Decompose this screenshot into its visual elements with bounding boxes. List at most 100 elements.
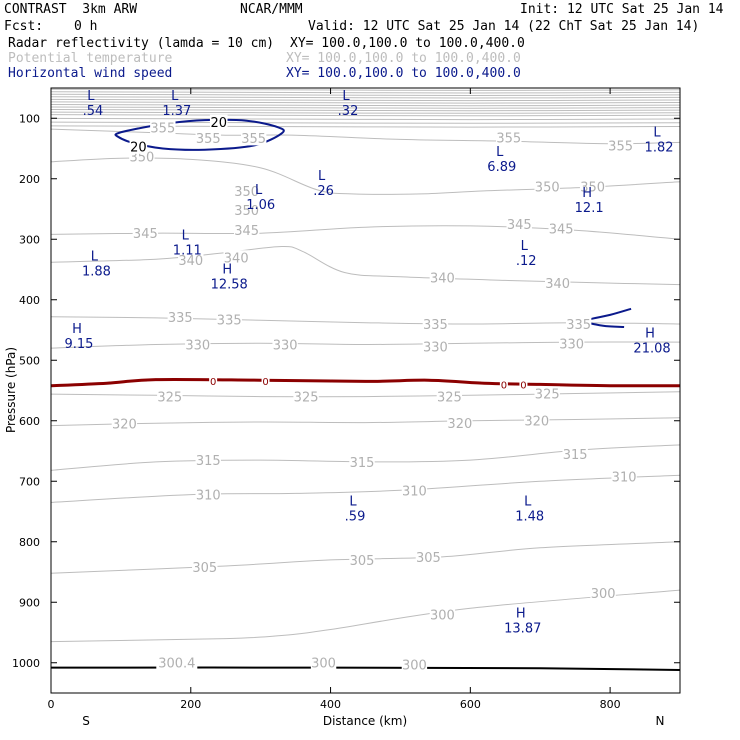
theta-contour-330 <box>51 341 680 349</box>
theta-contour-label-bg <box>233 203 260 218</box>
reflectivity-contour-label: 0 <box>520 380 526 391</box>
theta-contour-label: 330 <box>185 338 210 353</box>
theta-contour-label: 325 <box>157 390 182 405</box>
theta-contour-label: 355 <box>196 132 221 147</box>
wind-contour-label-bg <box>129 139 148 154</box>
extremum-value: 1.06 <box>246 198 275 213</box>
theta-contour-300 <box>51 589 680 643</box>
theta-contour-label: 340 <box>224 251 249 266</box>
theta-contour-label: 330 <box>423 340 448 355</box>
theta-contour-label-bg <box>422 316 449 332</box>
theta-contour-label: 325 <box>437 390 462 405</box>
theta-contour-upper <box>51 117 680 121</box>
y-tick-label: 500 <box>19 354 40 367</box>
init-time: Init: 12 UTC Sat 25 Jan 14 <box>520 2 724 17</box>
extremum-high-marker: H <box>72 322 82 337</box>
theta-contour-label: 345 <box>234 224 259 239</box>
theta-contour-label-bg <box>233 223 260 238</box>
theta-contour-label: 305 <box>416 551 441 566</box>
theta-contour-upper <box>51 121 680 124</box>
theta-contour-label-bg <box>401 483 428 498</box>
theta-contour-label-bg <box>590 586 616 601</box>
x-tick-label: 400 <box>320 698 341 711</box>
reflectivity-contour-label: 0 <box>501 380 507 391</box>
theta-contour-label: 320 <box>524 415 549 430</box>
theta-contour-label-bg <box>496 130 522 145</box>
theta-contour-label: 350 <box>234 185 259 200</box>
theta-contour-label: 320 <box>112 418 137 433</box>
theta-contour-label: 330 <box>273 338 298 353</box>
extremum-value: 1.88 <box>82 264 111 279</box>
contour-labels: 350 355 355 355 350 350 355 355 350 350 345 345 345 3… <box>111 114 637 674</box>
forecast-hours: 0 h <box>74 19 98 34</box>
theta-contour-label-bg <box>349 454 375 470</box>
theta-contour-label: 310 <box>196 489 221 504</box>
theta-contour-label: 350 <box>234 204 259 219</box>
theta-contour-upper <box>51 111 680 114</box>
wind-contour-label: 20 <box>210 116 227 131</box>
theta-contour-label-bg <box>240 131 267 146</box>
theta-contour-label-bg <box>415 549 442 565</box>
theta-contour-label: 305 <box>350 554 375 569</box>
extremum-low-marker: L <box>524 494 532 509</box>
y-tick-label: 800 <box>19 536 40 549</box>
theta-contour-label: 355 <box>241 132 266 147</box>
theta-contour-label: 350 <box>129 150 154 165</box>
extremum-high-marker: H <box>582 186 592 201</box>
field-xy-theta: XY= 100.0,100.0 to 100.0,400.0 <box>286 51 521 66</box>
extremum-value: .32 <box>338 104 359 119</box>
theta-contour-label: 350 <box>580 181 605 196</box>
extremum-low-marker: L <box>182 228 190 243</box>
theta-contour-label-bg <box>223 250 249 265</box>
extremum-low-marker: L <box>653 125 661 140</box>
theta-contour-label-bg <box>436 389 463 404</box>
reflectivity-contour-label: 0 <box>210 377 216 388</box>
theta-contour-label: 340 <box>430 271 455 286</box>
model-title: CONTRAST 3km ARW <box>4 2 138 17</box>
extremum-value: 6.89 <box>487 160 516 175</box>
extremum-low-marker: L <box>349 494 357 509</box>
theta-contour-label-bg <box>349 552 375 568</box>
plot-frame <box>50 87 681 694</box>
theta-contour-upper <box>51 114 680 117</box>
theta-contour-label: 315 <box>563 448 588 463</box>
y-tick-label: 200 <box>19 173 40 186</box>
y-tick-label: 400 <box>19 294 40 307</box>
y-tick-label: 300 <box>19 233 40 246</box>
y-axis-title: Pressure (hPa) <box>4 347 18 433</box>
extremum-value: .12 <box>516 254 537 269</box>
y-tick-label: 600 <box>19 415 40 428</box>
theta-contour-label-bg <box>565 316 592 332</box>
wind-contour-label-bg <box>209 114 228 130</box>
theta-contour-label: 355 <box>150 121 175 136</box>
theta-contour-label: 355 <box>608 139 633 154</box>
theta-contour-label-bg <box>544 275 571 290</box>
extremum-high-marker: H <box>222 263 232 278</box>
theta-contour-label: 300 <box>591 587 616 602</box>
theta-contour-label-bg <box>111 416 138 431</box>
theta-contour-label: 345 <box>549 222 574 237</box>
extremum-low-marker: L <box>255 183 263 198</box>
theta-contour-upper <box>51 91 680 94</box>
theta-contour-label-bg <box>429 607 456 622</box>
theta-contour-upper <box>51 106 680 109</box>
extremum-value: 1.82 <box>645 140 674 155</box>
theta-contour-label: 345 <box>133 227 158 242</box>
organization-label: NCAR/MMM <box>240 2 303 17</box>
extremum-value: 1.48 <box>515 509 544 524</box>
extremum-value: 12.1 <box>575 201 604 216</box>
theta-contour-label-bg <box>447 416 473 431</box>
y-tick-label: 700 <box>19 475 40 488</box>
ground-line <box>51 666 680 671</box>
theta-contour-upper <box>51 88 680 91</box>
theta-contour-label-bg <box>195 131 221 146</box>
upper-theta-contour-bundle <box>51 88 680 128</box>
reflectivity-contour-label-bg <box>519 378 528 390</box>
theta-contour-label: 335 <box>566 318 591 333</box>
theta-contour-label: 310 <box>612 470 637 485</box>
wind-contour-20 <box>584 307 632 328</box>
theta-contour-label-bg <box>195 487 221 502</box>
